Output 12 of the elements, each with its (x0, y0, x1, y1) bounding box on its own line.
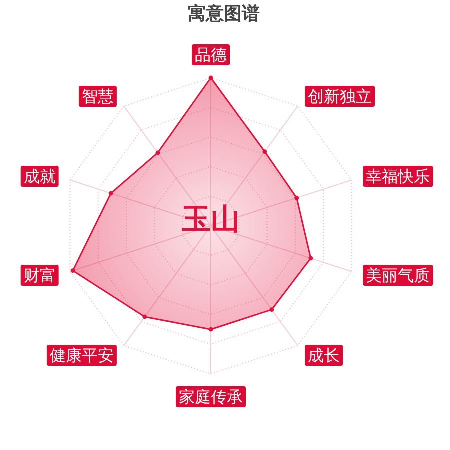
spoke-label: 健康平安 (50, 346, 114, 365)
spoke-label: 智慧 (82, 87, 114, 106)
chart-title: 寓意图谱 (188, 4, 260, 24)
spoke-label: 创新独立 (308, 87, 372, 106)
spoke-label: 家庭传承 (179, 388, 243, 406)
spoke-label: 品德 (195, 46, 227, 64)
spoke-label: 财富 (24, 266, 56, 285)
spoke-label: 成就 (24, 167, 56, 186)
spoke-label: 美丽气质 (366, 266, 430, 285)
text: 玉山 (181, 202, 240, 236)
spoke-label: 幸福快乐 (366, 167, 430, 186)
spoke-label: 成长 (308, 346, 340, 365)
